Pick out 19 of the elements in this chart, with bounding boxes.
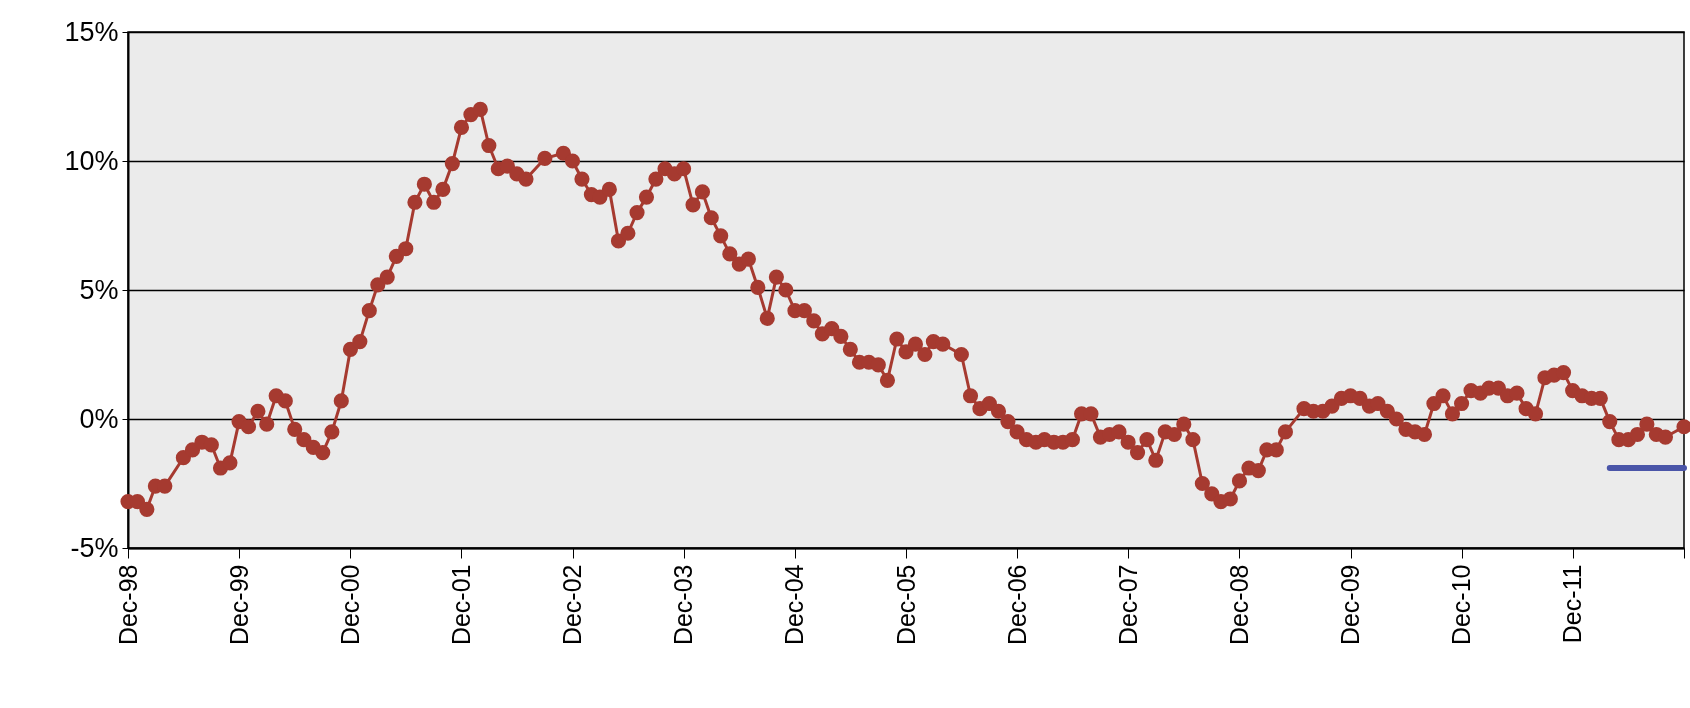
x-tick-label: Dec-01 [446, 564, 475, 646]
x-tick-label: Dec-98 [113, 564, 142, 646]
x-tick-label: Dec-03 [669, 564, 698, 646]
x-tick-label: Dec-07 [1113, 564, 1142, 646]
y-tick-label: 5% [79, 274, 119, 305]
x-tick-label: Dec-99 [224, 564, 253, 646]
y-tick-label: 10% [64, 145, 119, 176]
y-tick-label: 15% [64, 16, 119, 47]
x-tick-label: Dec-09 [1336, 564, 1365, 646]
x-tick-label: Dec-11 [1558, 564, 1587, 644]
y-tick-label: 0% [79, 403, 119, 434]
x-tick-label: Dec-05 [891, 564, 920, 646]
x-tick-label: Dec-04 [780, 564, 809, 646]
x-tick-label: Dec-10 [1447, 564, 1476, 646]
x-tick-label: Dec-06 [1002, 564, 1031, 646]
y-tick-label: -5% [70, 532, 119, 563]
x-tick-label: Dec-00 [335, 564, 364, 646]
x-tick-label: Dec-08 [1224, 564, 1253, 646]
x-tick-label: Dec-02 [558, 564, 587, 646]
